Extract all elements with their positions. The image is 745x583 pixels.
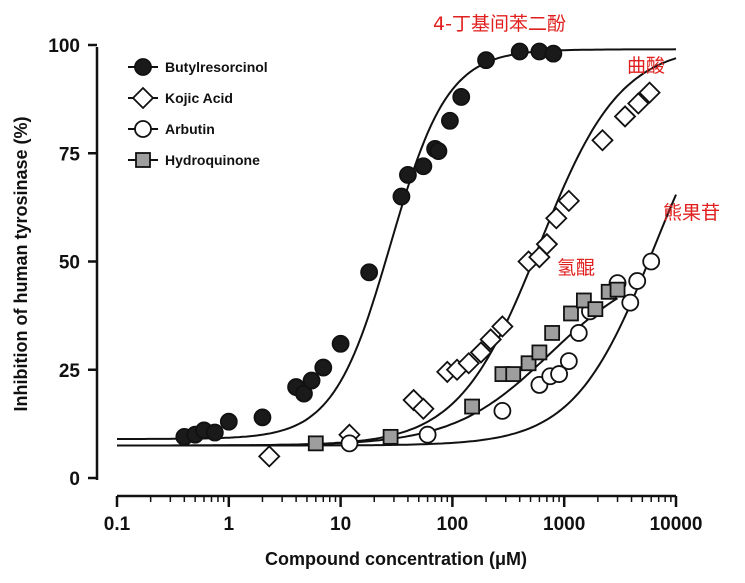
point-hydroquinone bbox=[464, 398, 480, 415]
point-butylresorcinol bbox=[302, 371, 321, 390]
point-kojic-acid bbox=[591, 128, 614, 152]
legend-marker-kojic-acid bbox=[131, 86, 155, 110]
annotation-arbutin: 熊果苷 bbox=[663, 202, 720, 224]
point-kojic-acid bbox=[479, 328, 502, 351]
point-arbutin bbox=[569, 324, 588, 342]
point-hydroquinone bbox=[544, 325, 561, 341]
point-butylresorcinol bbox=[205, 423, 224, 442]
y-ticks: 0 25 50 75 100 bbox=[48, 36, 97, 490]
point-butylresorcinol bbox=[399, 165, 417, 184]
y-tick-label: 100 bbox=[48, 36, 80, 57]
point-arbutin bbox=[628, 272, 647, 290]
fit-curve-butylresorcinol bbox=[117, 48, 677, 440]
x-tick-label: 10000 bbox=[650, 514, 703, 535]
point-butylresorcinol bbox=[253, 408, 272, 427]
point-hydroquinone bbox=[307, 435, 324, 452]
point-kojic-acid bbox=[257, 445, 281, 468]
point-butylresorcinol bbox=[219, 412, 238, 431]
point-butylresorcinol bbox=[392, 187, 411, 206]
point-butylresorcinol bbox=[544, 44, 563, 63]
x-tick-label: 1000 bbox=[543, 514, 585, 535]
x-tick-label: 100 bbox=[437, 514, 469, 535]
legend-marker-butylresorcinol bbox=[134, 58, 152, 76]
data-points bbox=[175, 42, 661, 468]
point-hydroquinone bbox=[382, 428, 399, 445]
point-butylresorcinol bbox=[295, 384, 313, 403]
point-butylresorcinol bbox=[452, 88, 471, 106]
point-kojic-acid bbox=[457, 351, 481, 375]
y-tick-label: 25 bbox=[59, 361, 81, 382]
y-tick-label: 75 bbox=[59, 144, 81, 165]
point-butylresorcinol bbox=[441, 111, 459, 130]
point-kojic-acid bbox=[412, 397, 435, 420]
point-butylresorcinol bbox=[414, 157, 433, 176]
point-butylresorcinol bbox=[477, 51, 495, 70]
point-hydroquinone bbox=[609, 281, 626, 298]
fit-curve-kojic-acid bbox=[117, 57, 677, 447]
legend-label-hydroquinone: Hydroquinone bbox=[165, 152, 260, 168]
fit-curve-arbutin bbox=[117, 194, 677, 447]
annotation-hydroquinone: 氢醌 bbox=[557, 257, 595, 279]
legend: Butylresorcinol Kojic Acid Arbutin Hydroqui… bbox=[128, 58, 268, 168]
x-tick-label: 1 bbox=[224, 514, 235, 535]
legend-label-kojic-acid: Kojic Acid bbox=[165, 90, 233, 106]
point-arbutin bbox=[559, 352, 578, 370]
point-kojic-acid bbox=[491, 315, 514, 338]
axes bbox=[95, 47, 676, 498]
point-hydroquinone bbox=[505, 366, 522, 382]
point-kojic-acid bbox=[613, 105, 637, 128]
point-arbutin bbox=[493, 401, 512, 420]
point-arbutin bbox=[418, 425, 437, 444]
point-butylresorcinol bbox=[360, 263, 379, 282]
point-kojic-acid bbox=[469, 341, 493, 364]
point-kojic-acid bbox=[535, 232, 559, 256]
point-arbutin bbox=[340, 434, 359, 453]
point-butylresorcinol bbox=[510, 42, 529, 61]
point-butylresorcinol bbox=[429, 142, 448, 160]
point-hydroquinone bbox=[575, 292, 592, 309]
x-axis-title: Compound concentration (μM) bbox=[265, 549, 527, 569]
annotation-butylresorcinol: 4-丁基间苯二酚 bbox=[433, 13, 566, 35]
legend-marker-arbutin bbox=[134, 120, 152, 138]
fit-curves bbox=[117, 48, 677, 447]
legend-marker-hydroquinone bbox=[135, 152, 151, 168]
point-hydroquinone bbox=[531, 344, 548, 361]
point-butylresorcinol bbox=[331, 334, 350, 353]
annotation-kojic-acid: 曲酸 bbox=[627, 55, 665, 77]
x-ticks: 0.1 1 10 100 1000 10000 bbox=[104, 496, 703, 535]
point-hydroquinone bbox=[563, 305, 579, 322]
point-butylresorcinol bbox=[314, 358, 333, 377]
point-kojic-acid bbox=[557, 189, 581, 213]
y-axis-title: Inhibition of human tyrosinase (%) bbox=[11, 116, 31, 411]
legend-label-butylresorcinol: Butylresorcinol bbox=[165, 59, 268, 75]
point-arbutin bbox=[621, 293, 640, 312]
x-tick-label: 10 bbox=[330, 514, 351, 535]
point-kojic-acid bbox=[545, 206, 568, 230]
point-arbutin bbox=[642, 252, 661, 271]
y-tick-label: 0 bbox=[69, 469, 80, 490]
point-kojic-acid bbox=[627, 92, 650, 115]
point-kojic-acid bbox=[638, 81, 661, 104]
point-hydroquinone bbox=[587, 301, 604, 318]
legend-label-arbutin: Arbutin bbox=[165, 121, 215, 137]
x-tick-label: 0.1 bbox=[104, 514, 131, 535]
point-arbutin bbox=[550, 365, 568, 383]
y-tick-label: 50 bbox=[59, 253, 80, 274]
